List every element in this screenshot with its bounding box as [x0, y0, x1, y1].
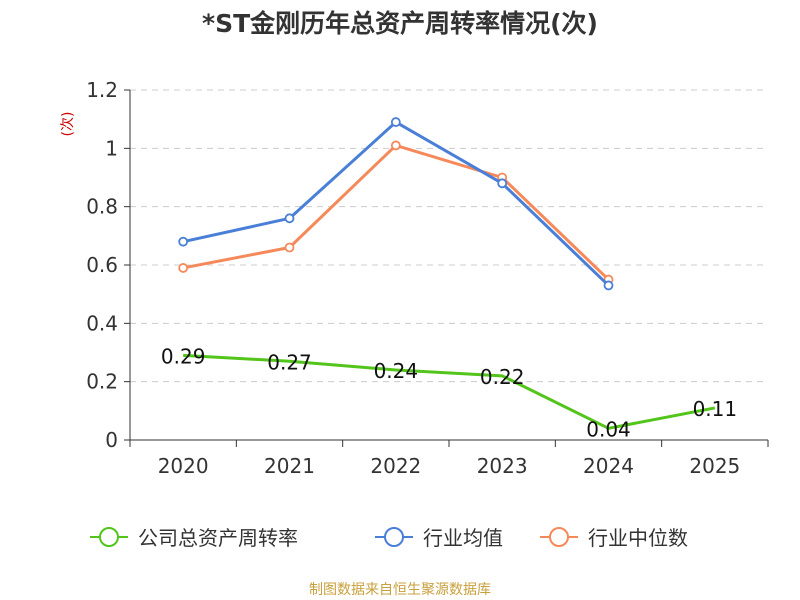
series-group — [178, 117, 716, 430]
data-point — [390, 117, 401, 127]
data-point — [178, 263, 189, 273]
legend-marker — [99, 527, 119, 547]
x-tick-label: 2022 — [370, 454, 421, 478]
axes — [124, 89, 769, 447]
data-point — [284, 242, 295, 253]
legend-label: 行业均值 — [423, 526, 503, 550]
source-note: 制图数据来自恒生聚源数据库 — [309, 582, 491, 598]
data-labels: 0.29 0.27 0.24 0.22 0.04 0.11 — [161, 344, 737, 441]
chart-title: *ST金刚历年总资产周转率情况(次) — [202, 9, 598, 38]
y-tick-label: 1 — [105, 136, 118, 160]
data-point — [390, 140, 401, 151]
series-line — [183, 353, 716, 430]
x-tick-label: 2021 — [264, 454, 315, 478]
x-tick-label: 2024 — [583, 454, 634, 478]
data-label: 0.22 — [480, 365, 525, 389]
data-label: 0.27 — [267, 350, 312, 374]
data-point — [284, 213, 295, 224]
legend-label: 公司总资产周转率 — [138, 526, 298, 550]
x-tick-label: 2023 — [477, 454, 528, 478]
legend-marker — [549, 527, 569, 547]
legend-marker — [384, 527, 404, 547]
data-label: 0.04 — [586, 417, 631, 441]
x-tick-label: 2025 — [689, 454, 740, 478]
y-tick-label: 0.6 — [86, 253, 118, 277]
x-tick-label: 2020 — [158, 454, 209, 478]
legend: 公司总资产周转率 行业均值 行业中位数 — [90, 526, 688, 550]
data-label: 0.11 — [693, 397, 738, 421]
data-point — [178, 236, 189, 247]
y-tick-label: 1.2 — [86, 78, 118, 102]
y-tick-label: 0 — [105, 428, 118, 452]
grid — [130, 89, 768, 383]
legend-label: 行业中位数 — [588, 526, 688, 550]
data-point — [603, 280, 614, 291]
x-axis-ticks: 2020 2021 2022 2023 2024 2025 — [158, 454, 741, 478]
y-tick-label: 0.4 — [86, 311, 118, 335]
series-line — [182, 143, 610, 281]
y-axis-label: (次) — [60, 112, 76, 137]
y-axis-ticks: 0 0.2 0.4 0.6 0.8 1 1.2 — [86, 78, 118, 452]
data-label: 0.29 — [161, 344, 206, 368]
y-tick-label: 0.8 — [86, 195, 118, 219]
data-label: 0.24 — [374, 359, 419, 383]
data-point — [497, 178, 508, 189]
y-tick-label: 0.2 — [86, 370, 118, 394]
